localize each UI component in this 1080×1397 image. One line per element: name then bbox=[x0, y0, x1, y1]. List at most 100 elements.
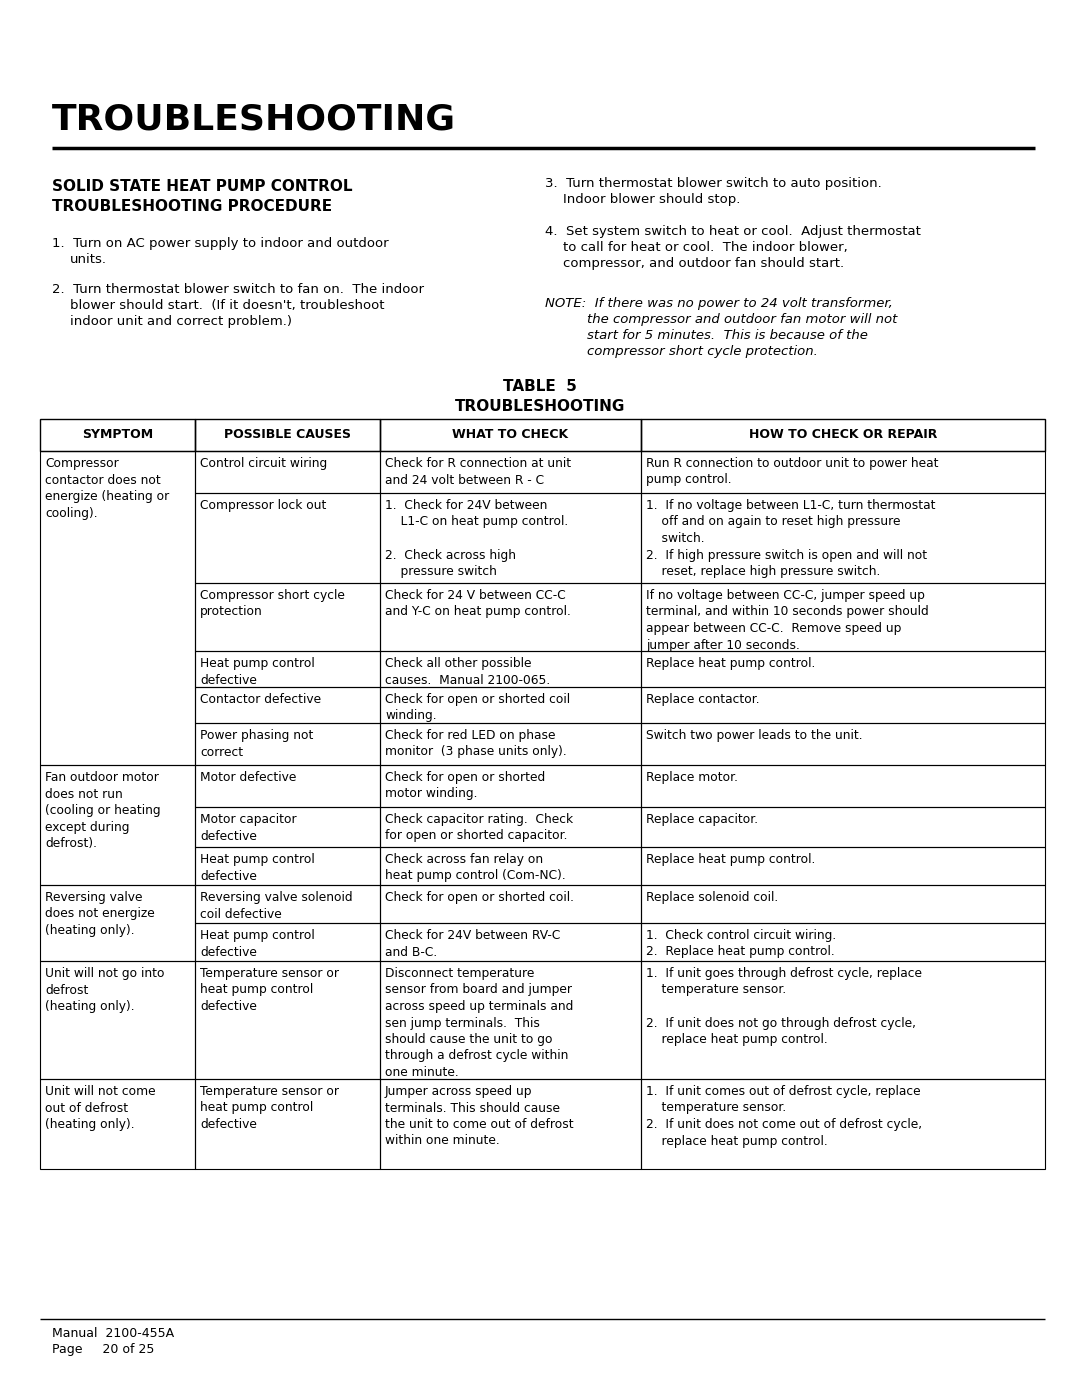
Bar bbox=[195, 493, 380, 583]
Text: Replace motor.: Replace motor. bbox=[646, 771, 738, 784]
Text: Switch two power leads to the unit.: Switch two power leads to the unit. bbox=[646, 729, 863, 742]
Text: If no voltage between CC-C, jumper speed up
terminal, and within 10 seconds powe: If no voltage between CC-C, jumper speed… bbox=[646, 590, 929, 651]
Text: the compressor and outdoor fan motor will not: the compressor and outdoor fan motor wil… bbox=[588, 313, 897, 326]
Text: Check across fan relay on
heat pump control (Com-NC).: Check across fan relay on heat pump cont… bbox=[384, 854, 566, 883]
Text: Page     20 of 25: Page 20 of 25 bbox=[52, 1343, 154, 1356]
Bar bbox=[195, 886, 380, 923]
Text: Check for red LED on phase
monitor  (3 phase units only).: Check for red LED on phase monitor (3 ph… bbox=[384, 729, 567, 759]
Bar bbox=[380, 807, 642, 847]
Text: Replace heat pump control.: Replace heat pump control. bbox=[646, 854, 815, 866]
Bar bbox=[40, 419, 195, 451]
Bar bbox=[642, 493, 1045, 583]
Bar bbox=[195, 724, 380, 766]
Text: Contactor defective: Contactor defective bbox=[200, 693, 321, 705]
Text: units.: units. bbox=[70, 253, 107, 265]
Text: Manual  2100-455A: Manual 2100-455A bbox=[52, 1327, 174, 1340]
Text: Temperature sensor or
heat pump control
defective: Temperature sensor or heat pump control … bbox=[200, 967, 339, 1013]
Bar bbox=[195, 807, 380, 847]
Bar bbox=[642, 651, 1045, 687]
Bar bbox=[195, 1078, 380, 1169]
Bar bbox=[195, 451, 380, 493]
Text: Motor capacitor
defective: Motor capacitor defective bbox=[200, 813, 297, 842]
Text: Unit will not come
out of defrost
(heating only).: Unit will not come out of defrost (heati… bbox=[45, 1085, 156, 1132]
Bar bbox=[642, 923, 1045, 961]
Text: Run R connection to outdoor unit to power heat
pump control.: Run R connection to outdoor unit to powe… bbox=[646, 457, 939, 486]
Bar bbox=[642, 583, 1045, 651]
Bar bbox=[642, 807, 1045, 847]
Text: 1.  Check control circuit wiring.
2.  Replace heat pump control.: 1. Check control circuit wiring. 2. Repl… bbox=[646, 929, 836, 958]
Text: Compressor lock out: Compressor lock out bbox=[200, 499, 326, 511]
Text: NOTE:  If there was no power to 24 volt transformer,: NOTE: If there was no power to 24 volt t… bbox=[545, 298, 893, 310]
Text: Temperature sensor or
heat pump control
defective: Temperature sensor or heat pump control … bbox=[200, 1085, 339, 1132]
Text: Check capacitor rating.  Check
for open or shorted capacitor.: Check capacitor rating. Check for open o… bbox=[384, 813, 573, 842]
Text: Motor defective: Motor defective bbox=[200, 771, 296, 784]
Bar bbox=[40, 961, 195, 1078]
Bar bbox=[195, 583, 380, 651]
Text: WHAT TO CHECK: WHAT TO CHECK bbox=[453, 427, 568, 440]
Text: compressor short cycle protection.: compressor short cycle protection. bbox=[588, 345, 818, 358]
Text: Power phasing not
correct: Power phasing not correct bbox=[200, 729, 313, 759]
Text: Replace solenoid coil.: Replace solenoid coil. bbox=[646, 891, 779, 904]
Text: 3.  Turn thermostat blower switch to auto position.: 3. Turn thermostat blower switch to auto… bbox=[545, 177, 881, 190]
Text: start for 5 minutes.  This is because of the: start for 5 minutes. This is because of … bbox=[588, 330, 868, 342]
Text: Replace capacitor.: Replace capacitor. bbox=[646, 813, 758, 826]
Text: TROUBLESHOOTING: TROUBLESHOOTING bbox=[455, 400, 625, 414]
Text: Compressor
contactor does not
energize (heating or
cooling).: Compressor contactor does not energize (… bbox=[45, 457, 170, 520]
Text: Fan outdoor motor
does not run
(cooling or heating
except during
defrost).: Fan outdoor motor does not run (cooling … bbox=[45, 771, 161, 849]
Text: 1.  If unit goes through defrost cycle, replace
    temperature sensor.

2.  If : 1. If unit goes through defrost cycle, r… bbox=[646, 967, 922, 1046]
Text: Check for open or shorted coil
winding.: Check for open or shorted coil winding. bbox=[384, 693, 570, 722]
Bar bbox=[195, 687, 380, 724]
Bar bbox=[642, 766, 1045, 807]
Bar bbox=[195, 766, 380, 807]
Text: Jumper across speed up
terminals. This should cause
the unit to come out of defr: Jumper across speed up terminals. This s… bbox=[384, 1085, 573, 1147]
Bar bbox=[195, 923, 380, 961]
Bar bbox=[642, 961, 1045, 1078]
Text: Check for open or shorted coil.: Check for open or shorted coil. bbox=[384, 891, 573, 904]
Bar bbox=[642, 687, 1045, 724]
Text: 4.  Set system switch to heat or cool.  Adjust thermostat: 4. Set system switch to heat or cool. Ad… bbox=[545, 225, 921, 237]
Text: 1.  If no voltage between L1-C, turn thermostat
    off and on again to reset hi: 1. If no voltage between L1-C, turn ther… bbox=[646, 499, 935, 578]
Text: Replace heat pump control.: Replace heat pump control. bbox=[646, 657, 815, 671]
Bar bbox=[40, 451, 195, 766]
Bar bbox=[195, 651, 380, 687]
Text: Replace contactor.: Replace contactor. bbox=[646, 693, 759, 705]
Bar bbox=[195, 419, 380, 451]
Text: 2.  Turn thermostat blower switch to fan on.  The indoor: 2. Turn thermostat blower switch to fan … bbox=[52, 284, 424, 296]
Bar bbox=[380, 583, 642, 651]
Text: Control circuit wiring: Control circuit wiring bbox=[200, 457, 327, 469]
Bar bbox=[380, 651, 642, 687]
Bar bbox=[642, 847, 1045, 886]
Text: SYMPTOM: SYMPTOM bbox=[82, 427, 153, 440]
Bar bbox=[40, 886, 195, 961]
Bar bbox=[642, 724, 1045, 766]
Bar bbox=[40, 766, 195, 886]
Bar bbox=[380, 419, 642, 451]
Text: Heat pump control
defective: Heat pump control defective bbox=[200, 854, 314, 883]
Text: Heat pump control
defective: Heat pump control defective bbox=[200, 657, 314, 686]
Text: TROUBLESHOOTING PROCEDURE: TROUBLESHOOTING PROCEDURE bbox=[52, 198, 333, 214]
Text: SOLID STATE HEAT PUMP CONTROL: SOLID STATE HEAT PUMP CONTROL bbox=[52, 179, 352, 194]
Text: Reversing valve solenoid
coil defective: Reversing valve solenoid coil defective bbox=[200, 891, 353, 921]
Text: Unit will not go into
defrost
(heating only).: Unit will not go into defrost (heating o… bbox=[45, 967, 164, 1013]
Bar bbox=[380, 451, 642, 493]
Text: compressor, and outdoor fan should start.: compressor, and outdoor fan should start… bbox=[563, 257, 845, 270]
Text: Disconnect temperature
sensor from board and jumper
across speed up terminals an: Disconnect temperature sensor from board… bbox=[384, 967, 573, 1078]
Bar bbox=[380, 961, 642, 1078]
Text: Check for open or shorted
motor winding.: Check for open or shorted motor winding. bbox=[384, 771, 545, 800]
Text: to call for heat or cool.  The indoor blower,: to call for heat or cool. The indoor blo… bbox=[563, 242, 848, 254]
Text: Reversing valve
does not energize
(heating only).: Reversing valve does not energize (heati… bbox=[45, 891, 154, 937]
Text: POSSIBLE CAUSES: POSSIBLE CAUSES bbox=[224, 427, 351, 440]
Text: 1.  Turn on AC power supply to indoor and outdoor: 1. Turn on AC power supply to indoor and… bbox=[52, 237, 389, 250]
Text: Check for R connection at unit
and 24 volt between R - C: Check for R connection at unit and 24 vo… bbox=[384, 457, 571, 486]
Text: Compressor short cycle
protection: Compressor short cycle protection bbox=[200, 590, 345, 619]
Text: Check for 24 V between CC-C
and Y-C on heat pump control.: Check for 24 V between CC-C and Y-C on h… bbox=[384, 590, 571, 619]
Text: Check all other possible
causes.  Manual 2100-065.: Check all other possible causes. Manual … bbox=[384, 657, 550, 686]
Bar bbox=[380, 847, 642, 886]
Text: TABLE  5: TABLE 5 bbox=[503, 379, 577, 394]
Bar bbox=[195, 961, 380, 1078]
Text: Check for 24V between RV-C
and B-C.: Check for 24V between RV-C and B-C. bbox=[384, 929, 561, 958]
Bar bbox=[642, 886, 1045, 923]
Bar bbox=[642, 419, 1045, 451]
Bar bbox=[380, 687, 642, 724]
Bar bbox=[40, 1078, 195, 1169]
